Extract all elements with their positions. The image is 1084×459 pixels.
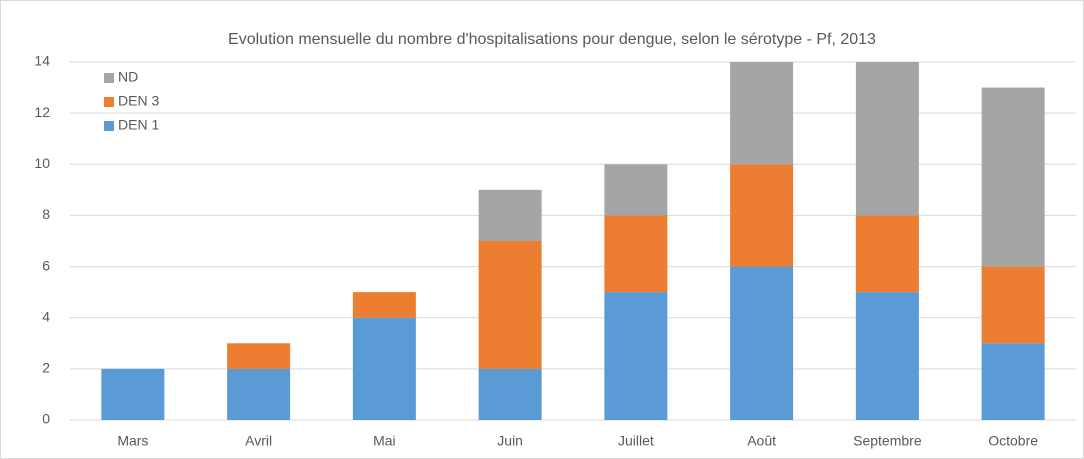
bar-segment <box>981 87 1045 267</box>
bar-segment <box>730 62 794 165</box>
bar-segment <box>604 215 668 293</box>
bar-segment <box>227 343 291 369</box>
bar-segment <box>478 241 542 369</box>
bar-segment <box>730 266 794 420</box>
bar-segment <box>981 266 1045 344</box>
legend-label: DEN 3 <box>118 93 159 109</box>
chart-title: Evolution mensuelle du nombre d'hospital… <box>228 31 876 48</box>
x-tick-label: Octobre <box>988 433 1038 449</box>
legend-label: ND <box>118 69 138 85</box>
x-tick-label: Juin <box>497 433 523 449</box>
x-tick-label: Mai <box>373 433 396 449</box>
bar-segment <box>101 368 165 420</box>
bar-segment <box>981 343 1045 420</box>
y-tick-label: 10 <box>34 155 50 171</box>
x-tick-label: Août <box>747 433 776 449</box>
legend-label: DEN 1 <box>118 117 159 133</box>
x-tick-label: Juillet <box>618 433 654 449</box>
y-tick-label: 8 <box>42 206 50 222</box>
y-tick-label: 14 <box>34 53 50 69</box>
bar-segment <box>604 164 668 216</box>
bar-segment <box>730 164 794 267</box>
bar-segment <box>855 62 919 216</box>
y-tick-label: 12 <box>34 104 50 120</box>
bar-segment <box>478 368 542 420</box>
y-tick-label: 4 <box>42 308 50 324</box>
x-tick-label: Mars <box>117 433 148 449</box>
x-tick-label: Avril <box>245 433 272 449</box>
y-tick-label: 6 <box>42 257 50 273</box>
y-tick-label: 0 <box>42 411 50 427</box>
bar-segment <box>604 292 668 420</box>
bar-segment <box>855 215 919 293</box>
legend-swatch <box>104 73 114 83</box>
bar-segment <box>478 189 542 241</box>
legend-swatch <box>104 121 114 131</box>
y-tick-label: 2 <box>42 360 50 376</box>
bar-segment <box>352 292 416 318</box>
bar-segment <box>855 292 919 420</box>
bar-segment <box>227 368 291 420</box>
legend-swatch <box>104 97 114 107</box>
bar-segment <box>352 317 416 420</box>
x-tick-label: Septembre <box>853 433 922 449</box>
